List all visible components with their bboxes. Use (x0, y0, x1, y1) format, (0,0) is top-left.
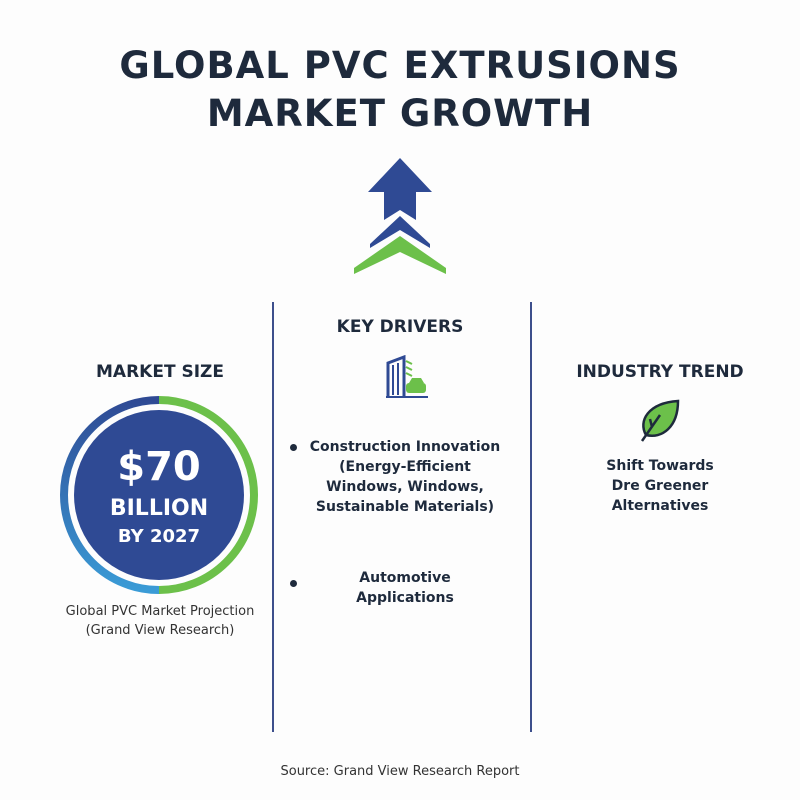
trend-line: Shift Towards (606, 458, 714, 474)
column-divider-right (530, 302, 532, 732)
driver-line: Automotive (359, 570, 451, 586)
driver-line: Sustainable Materials) (315, 499, 495, 515)
market-size-heading: MARKET SIZE (96, 362, 224, 382)
driver-line: Windows, Windows, (326, 479, 484, 495)
driver-line: Construction Innovation (309, 439, 501, 455)
driver-line: (Energy-Efficient (339, 459, 471, 475)
leaf-icon (640, 399, 680, 442)
growth-arrow-icon (354, 158, 446, 274)
driver-line: Applications (356, 590, 454, 606)
bullet-icon (290, 580, 297, 587)
industry-trend-text: Shift Towards Dre Greener Alternatives (560, 456, 760, 516)
market-size-caption: Global PVC Market Projection (Grand View… (30, 602, 290, 640)
building-car-icon (386, 355, 428, 398)
title-line-2: MARKET GROWTH (206, 92, 594, 135)
title-line-1: GLOBAL PVC EXTRUSIONS (119, 44, 681, 87)
key-drivers-heading: KEY DRIVERS (336, 317, 464, 337)
page-title: GLOBAL PVC EXTRUSIONS MARKET GROWTH (0, 42, 800, 138)
market-size-ring (60, 396, 258, 594)
market-size-unit: BILLION (109, 496, 209, 521)
industry-trend-heading: INDUSTRY TREND (576, 362, 744, 382)
trend-line: Alternatives (611, 498, 709, 514)
market-size-amount: $70 (117, 444, 201, 490)
column-divider-left (272, 302, 274, 732)
market-size-year: BY 2027 (117, 526, 201, 547)
caption-line-1: Global PVC Market Projection (65, 604, 255, 619)
source-note: Source: Grand View Research Report (280, 764, 520, 779)
driver-automotive: Automotive Applications (290, 568, 520, 608)
driver-construction: Construction Innovation (Energy-Efficien… (290, 437, 520, 517)
trend-line: Dre Greener (611, 478, 709, 494)
caption-line-2: (Grand View Research) (85, 623, 235, 638)
market-size-value: $70 BILLION BY 2027 (60, 396, 258, 594)
bullet-icon (290, 444, 297, 451)
